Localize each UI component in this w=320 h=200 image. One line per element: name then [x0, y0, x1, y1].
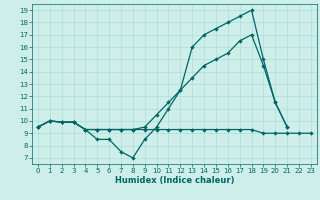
X-axis label: Humidex (Indice chaleur): Humidex (Indice chaleur)	[115, 176, 234, 185]
